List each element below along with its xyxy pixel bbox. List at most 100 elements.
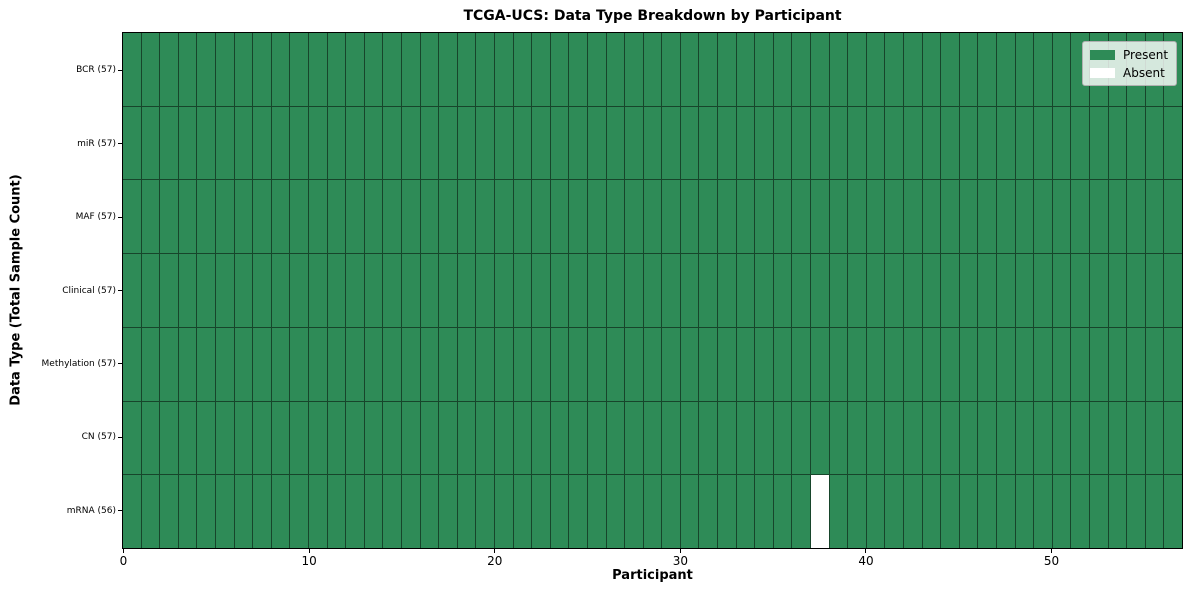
heatmap-cell-present xyxy=(1015,401,1034,475)
heatmap-cell-present xyxy=(532,475,550,548)
heatmap-cell-present xyxy=(290,475,308,548)
heatmap-cell-present xyxy=(346,327,364,401)
heatmap-cell-present xyxy=(587,254,606,327)
heatmap-cell-present xyxy=(866,180,885,254)
heatmap-cell-present xyxy=(997,254,1015,327)
heatmap-cell-present xyxy=(922,475,941,548)
heatmap-cell-present xyxy=(773,401,792,475)
heatmap-cell-present xyxy=(941,327,959,401)
heatmap-cell-present xyxy=(234,327,253,401)
heatmap-cell-present xyxy=(234,254,253,327)
heatmap-cell-present xyxy=(290,401,308,475)
heatmap-cell-present xyxy=(959,180,978,254)
heatmap-cell-present xyxy=(513,254,532,327)
heatmap-cell-present xyxy=(1015,254,1034,327)
heatmap-cell-present xyxy=(829,327,848,401)
heatmap-cell-present xyxy=(866,254,885,327)
heatmap-cell-present xyxy=(662,106,680,180)
heatmap-cell-present xyxy=(959,254,978,327)
heatmap-cell-present xyxy=(346,401,364,475)
legend-entry: Absent xyxy=(1090,65,1169,80)
heatmap-cell-present xyxy=(941,33,959,106)
heatmap-cell-present xyxy=(364,33,383,106)
heatmap-cell-present xyxy=(513,33,532,106)
heatmap-cell-present xyxy=(123,180,141,254)
heatmap-cell-present xyxy=(606,401,625,475)
heatmap-cell-present xyxy=(271,33,290,106)
legend-entry: Present xyxy=(1090,47,1169,62)
heatmap-cell-present xyxy=(680,180,699,254)
x-tick-mark xyxy=(123,549,124,553)
heatmap-cell-present xyxy=(420,327,439,401)
heatmap-cell-present xyxy=(885,106,904,180)
heatmap-cell-present xyxy=(587,475,606,548)
heatmap-cell-present xyxy=(625,475,643,548)
heatmap-cell-present xyxy=(439,106,457,180)
heatmap-cell-present xyxy=(197,180,215,254)
heatmap-cell-present xyxy=(569,180,587,254)
x-tick-mark xyxy=(1051,549,1053,553)
heatmap-cell-present xyxy=(197,106,215,180)
heatmap-cell-present xyxy=(885,401,904,475)
heatmap-cell-present xyxy=(141,106,160,180)
heatmap-cell-present xyxy=(718,180,736,254)
heatmap-cell-present xyxy=(829,33,848,106)
heatmap-cell-present xyxy=(215,33,234,106)
heatmap-cell-present xyxy=(811,33,829,106)
heatmap-cell-present xyxy=(271,327,290,401)
heatmap-cell-present xyxy=(290,106,308,180)
heatmap-cell-present xyxy=(253,401,271,475)
heatmap-cell-present xyxy=(141,33,160,106)
heatmap-cell-present xyxy=(308,33,327,106)
y-tick-mark xyxy=(118,216,122,218)
heatmap-cell-present xyxy=(885,254,904,327)
heatmap-cell-present xyxy=(1108,180,1127,254)
heatmap-cell-present xyxy=(699,401,718,475)
heatmap-cell-present xyxy=(160,33,178,106)
heatmap-cell-present xyxy=(178,33,197,106)
heatmap-cell-present xyxy=(680,106,699,180)
x-tick-label: 40 xyxy=(858,554,874,568)
heatmap-cell-present xyxy=(885,475,904,548)
heatmap-cell-present xyxy=(308,180,327,254)
heatmap-cell-present xyxy=(699,106,718,180)
heatmap-cell-present xyxy=(494,33,513,106)
heatmap-cell-present xyxy=(606,327,625,401)
heatmap-cell-present xyxy=(1071,401,1090,475)
heatmap-cell-present xyxy=(271,254,290,327)
heatmap-cell-present xyxy=(904,254,922,327)
legend-label: Absent xyxy=(1123,65,1165,80)
legend-label: Present xyxy=(1123,47,1169,62)
heatmap-cell-present xyxy=(959,475,978,548)
heatmap-cell-present xyxy=(327,254,346,327)
y-tick-mark xyxy=(118,436,122,438)
heatmap-cell-present xyxy=(680,254,699,327)
heatmap-cell-present xyxy=(550,475,569,548)
heatmap-cell-present xyxy=(904,106,922,180)
heatmap-cell-present xyxy=(959,33,978,106)
heatmap-cell-present xyxy=(587,327,606,401)
heatmap-cell-present xyxy=(1015,327,1034,401)
heatmap-cell-present xyxy=(1127,254,1145,327)
heatmap-cell-present xyxy=(123,401,141,475)
heatmap-cell-present xyxy=(141,475,160,548)
heatmap-cell-present xyxy=(941,106,959,180)
heatmap-cell-present xyxy=(662,180,680,254)
heatmap-cell-present xyxy=(1108,327,1127,401)
heatmap-cell-present xyxy=(1052,33,1071,106)
x-tick-label: 10 xyxy=(301,554,317,568)
heatmap-cell-present xyxy=(699,180,718,254)
heatmap-cell-present xyxy=(587,180,606,254)
heatmap-cell-present xyxy=(1108,106,1127,180)
heatmap-cell-present xyxy=(457,475,476,548)
heatmap-cell-present xyxy=(160,327,178,401)
heatmap-cell-present xyxy=(141,180,160,254)
heatmap-cell-present xyxy=(513,180,532,254)
heatmap-cell-present xyxy=(978,33,997,106)
heatmap-cell-present xyxy=(773,254,792,327)
heatmap-cell-present xyxy=(699,254,718,327)
heatmap-cell-present xyxy=(383,180,401,254)
heatmap-cell-present xyxy=(997,106,1015,180)
heatmap-cell-present xyxy=(178,475,197,548)
heatmap-cell-present xyxy=(736,401,755,475)
